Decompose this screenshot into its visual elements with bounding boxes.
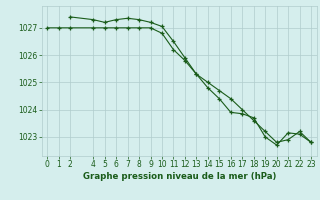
X-axis label: Graphe pression niveau de la mer (hPa): Graphe pression niveau de la mer (hPa) (83, 172, 276, 181)
